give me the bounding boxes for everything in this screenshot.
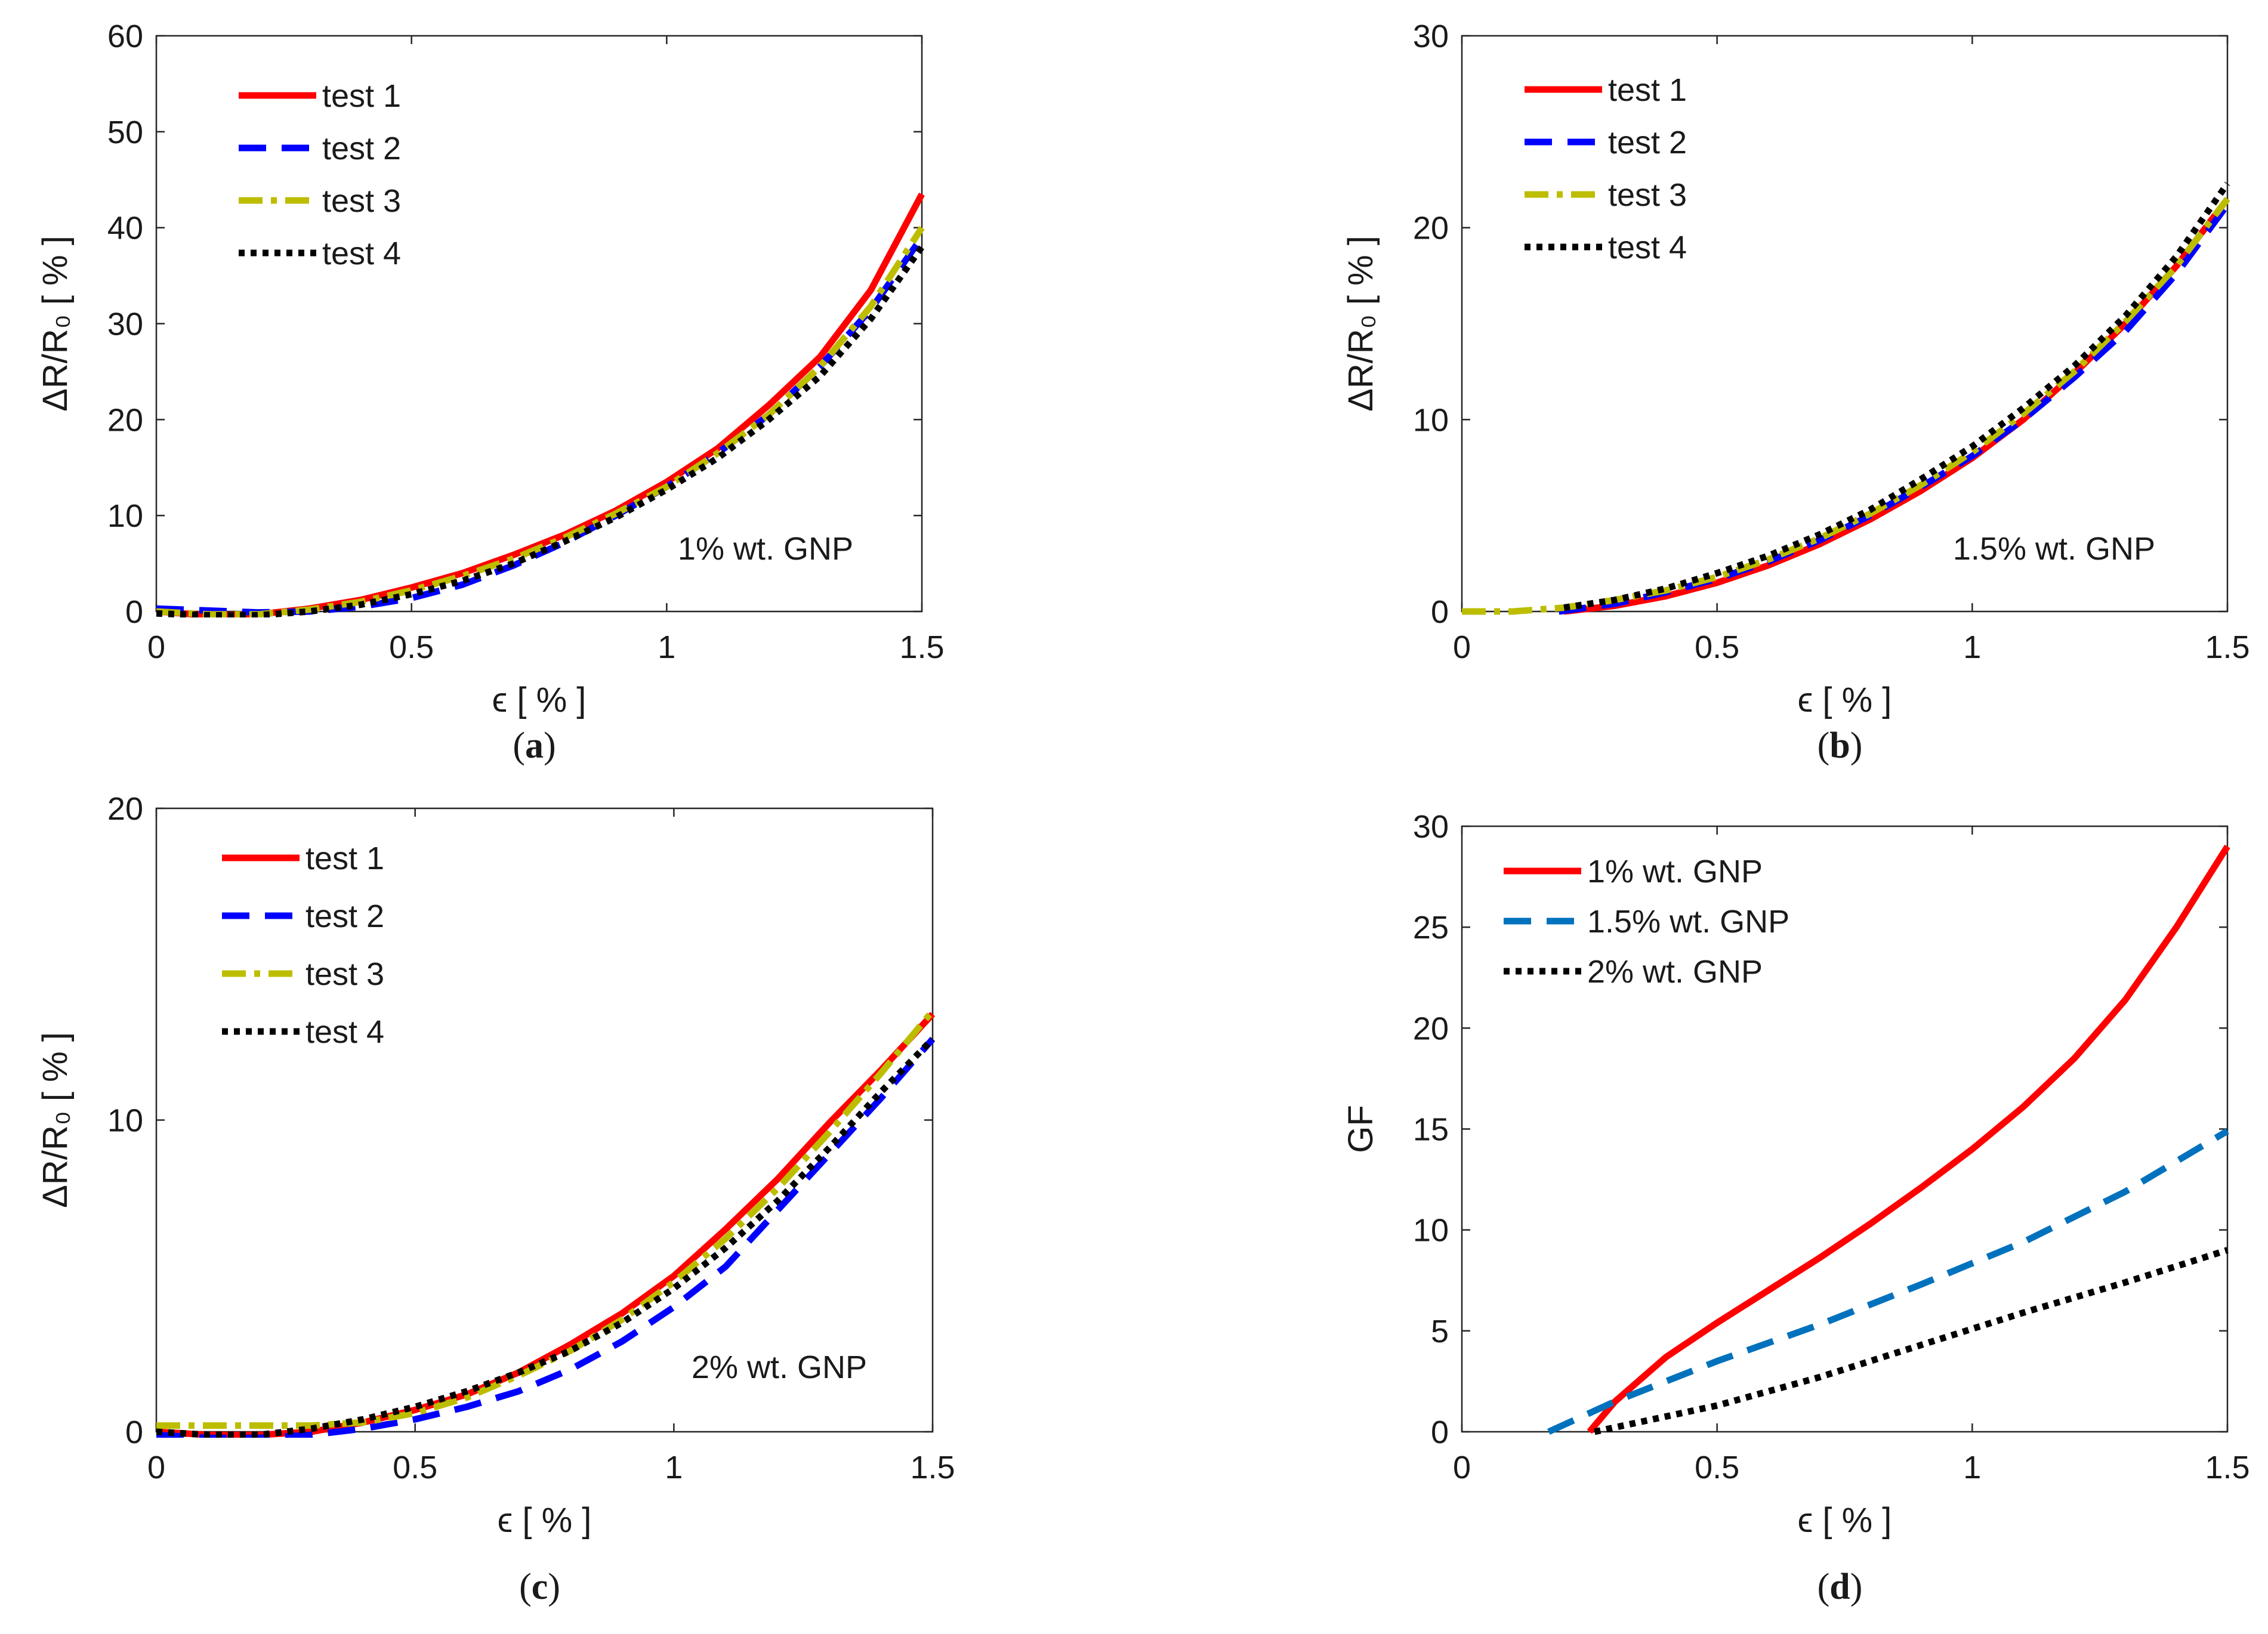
y-tick-label: 50 <box>107 115 143 150</box>
y-axis-label: GF <box>1341 1105 1380 1153</box>
series-line-2-wt-gnp <box>1594 1247 2229 1435</box>
series-line-test-3 <box>156 226 925 617</box>
series-group <box>1547 844 2230 1435</box>
panel-label: (c) <box>519 1567 560 1607</box>
series-line-test-3 <box>156 1009 936 1429</box>
legend-label: test 1 <box>322 78 401 114</box>
panel-d: 0 0.5 1 1.5 0 5 10 15 20 25 30 ϵ [ % ] GF 1% wt. GNP 1… <box>1341 809 2250 1607</box>
x-tick-label: 1.5 <box>899 629 944 665</box>
series-group <box>1462 181 2230 615</box>
x-axis-label: ϵ [ % ] <box>492 681 587 719</box>
legend-label: test 3 <box>322 183 401 219</box>
y-tick-label: 20 <box>107 402 143 438</box>
x-tick-label: 0.5 <box>1695 1450 1739 1485</box>
y-tick-label: 10 <box>107 1103 143 1139</box>
y-tick-label: 0 <box>1431 594 1449 630</box>
x-tick-label: 0 <box>1453 629 1471 665</box>
panel-c: 0 0.5 1 1.5 0 10 20 ϵ [ % ] ΔR/R₀ [ % ] test 1 tes… <box>36 791 955 1607</box>
legend-label: test 2 <box>1608 125 1687 160</box>
plot-area <box>155 807 934 1433</box>
x-axis-label: ϵ [ % ] <box>1798 1501 1892 1540</box>
panel-annotation: 2% wt. GNP <box>692 1349 867 1385</box>
y-tick-label: 10 <box>1413 402 1449 438</box>
x-axis-label: ϵ [ % ] <box>1798 681 1892 719</box>
y-axis-label: ΔR/R₀ [ % ] <box>36 1032 75 1208</box>
panel-a: 0 0.5 1 1.5 0 10 20 30 40 50 60 ϵ [ % ] ΔR/R₀ [ % ] t… <box>36 18 945 766</box>
series-line-test-2 <box>156 1037 936 1438</box>
x-tick-label: 1 <box>658 629 675 665</box>
y-axis-label: ΔR/R₀ [ % ] <box>36 236 75 412</box>
x-tick-label: 0.5 <box>393 1450 437 1485</box>
legend-label: test 4 <box>322 236 401 271</box>
panel-label: (a) <box>513 725 556 766</box>
legend-label: test 2 <box>306 898 384 934</box>
legend-label: 1.5% wt. GNP <box>1587 904 1789 940</box>
series-group <box>156 1009 936 1438</box>
y-tick-label: 10 <box>107 498 143 534</box>
x-tick-label: 0 <box>1453 1450 1471 1485</box>
y-tick-label: 30 <box>1413 809 1449 845</box>
y-tick-label: 60 <box>107 18 143 54</box>
x-tick-label: 1.5 <box>2205 1450 2250 1485</box>
legend-label: test 4 <box>306 1014 384 1050</box>
series-line-test-2 <box>156 235 925 616</box>
legend-label: test 1 <box>1608 72 1687 108</box>
y-tick-label: 0 <box>1431 1414 1449 1450</box>
series-line-1-wt-gnp <box>1587 844 2230 1434</box>
plot-area <box>1461 35 2229 613</box>
legend-label: test 2 <box>322 131 401 166</box>
y-tick-label: 0 <box>125 1414 143 1450</box>
y-tick-label: 0 <box>125 594 143 630</box>
x-tick-label: 1.5 <box>910 1450 955 1485</box>
y-tick-label: 5 <box>1431 1314 1449 1349</box>
x-tick-label: 1 <box>1963 629 1981 665</box>
x-tick-label: 1 <box>1963 1450 1981 1485</box>
x-tick-label: 0 <box>147 629 165 665</box>
series-line-1-5-wt-gnp <box>1547 1128 2229 1435</box>
plot-area <box>155 35 923 613</box>
series-line-test-4 <box>156 1036 935 1438</box>
series-group <box>156 192 925 617</box>
panel-label: (b) <box>1818 725 1863 766</box>
y-tick-label: 25 <box>1413 910 1449 946</box>
y-tick-label: 10 <box>1413 1213 1449 1249</box>
series-line-test-4 <box>1563 181 2230 611</box>
plot-area <box>1461 825 2229 1433</box>
x-tick-label: 0 <box>147 1450 165 1485</box>
y-tick-label: 20 <box>1413 1011 1449 1046</box>
y-tick-label: 20 <box>107 791 143 827</box>
x-tick-label: 1.5 <box>2205 629 2250 665</box>
legend-label: test 3 <box>1608 177 1687 213</box>
panel-annotation: 1.5% wt. GNP <box>1953 531 2155 567</box>
y-axis-label: ΔR/R₀ [ % ] <box>1341 236 1380 412</box>
legend-label: 2% wt. GNP <box>1587 954 1763 990</box>
y-tick-label: 30 <box>1413 18 1449 54</box>
legend-label: test 1 <box>306 841 384 876</box>
x-axis-label: ϵ [ % ] <box>498 1501 592 1540</box>
y-tick-label: 15 <box>1413 1112 1449 1148</box>
x-tick-label: 0.5 <box>389 629 434 665</box>
x-tick-label: 0.5 <box>1695 629 1739 665</box>
panel-b: 0 0.5 1 1.5 0 10 20 30 ϵ [ % ] ΔR/R₀ [ % ] test 1 t… <box>1341 18 2250 766</box>
legend-label: test 3 <box>306 956 384 992</box>
x-tick-label: 1 <box>665 1450 683 1485</box>
y-tick-label: 30 <box>107 307 143 342</box>
panel-label: (d) <box>1818 1567 1863 1607</box>
y-tick-label: 20 <box>1413 211 1449 246</box>
panel-annotation: 1% wt. GNP <box>678 531 853 567</box>
legend-label: test 4 <box>1608 230 1687 265</box>
y-tick-label: 40 <box>107 211 143 246</box>
legend-label: 1% wt. GNP <box>1587 854 1763 889</box>
